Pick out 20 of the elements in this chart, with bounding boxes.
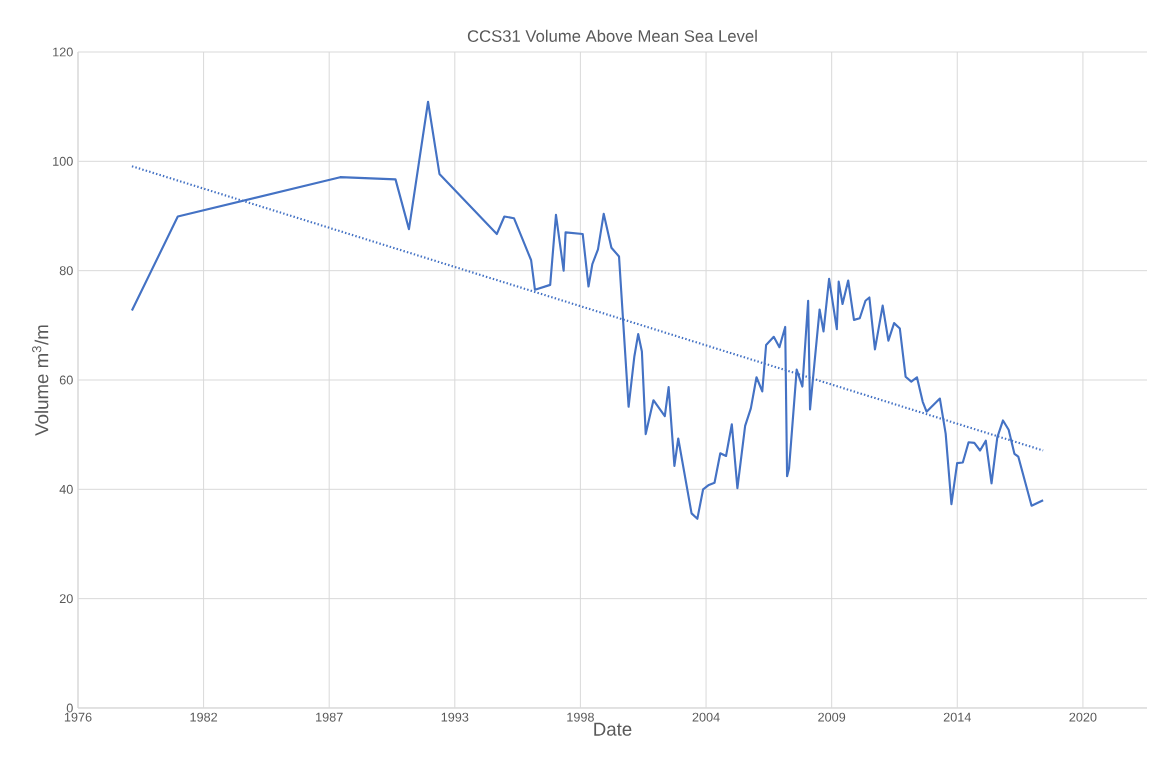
y-tick-label: 0 [66,703,73,713]
y-tick-label: 80 [59,266,73,276]
chart-title: CCS31 Volume Above Mean Sea Level [467,29,757,42]
y-axis-title: Volume m$^{3}$/m [32,325,49,436]
line-series [130,100,1045,520]
x-tick-label: 2014 [943,712,971,722]
x-tick-label: 1998 [567,712,594,722]
x-tick-label: 2009 [818,712,846,722]
y-tick-label: 60 [59,375,73,385]
y-tick-label: 20 [59,594,73,604]
y-tick-label: 40 [59,484,73,494]
x-axis-title: Date [594,722,632,736]
x-tick-label: 1987 [316,712,343,722]
x-tick-label: 1993 [441,712,469,722]
x-tick-label: 2020 [1069,712,1097,722]
y-tick-label: 120 [53,47,73,57]
x-tick-label: 1982 [190,712,218,722]
y-tick-label: 100 [53,156,73,166]
x-tick-label: 1976 [64,712,92,722]
x-tick-label: 2004 [692,712,720,722]
